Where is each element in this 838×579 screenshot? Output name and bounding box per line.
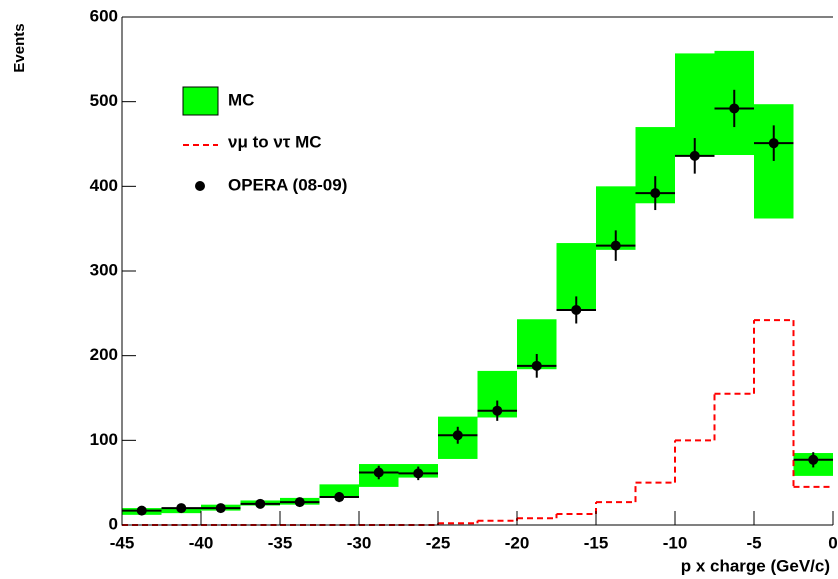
data-point <box>176 503 187 514</box>
data-point <box>215 503 226 514</box>
x-tick-label: -15 <box>584 533 609 552</box>
legend-swatch <box>182 86 219 116</box>
data-point <box>294 497 305 508</box>
x-tick-label: -35 <box>268 533 293 552</box>
data-point <box>136 505 147 516</box>
x-tick-label: -5 <box>746 533 761 552</box>
y-tick-label: 0 <box>109 514 118 533</box>
data-point <box>531 360 542 371</box>
y-tick-label: 400 <box>90 176 118 195</box>
x-tick-label: 0 <box>828 533 837 552</box>
x-tick-label: -20 <box>505 533 530 552</box>
legend-label: MC <box>228 90 254 109</box>
data-point <box>729 103 740 114</box>
y-tick-label: 200 <box>90 345 118 364</box>
data-point <box>452 430 463 441</box>
x-tick-label: -45 <box>110 533 135 552</box>
legend-swatch <box>195 181 205 191</box>
y-tick-label: 600 <box>90 6 118 25</box>
data-point <box>373 467 384 478</box>
data-point <box>492 405 503 416</box>
x-tick-label: -40 <box>189 533 214 552</box>
y-tick-label: 300 <box>90 260 118 279</box>
data-point <box>768 138 779 149</box>
y-tick-label: 500 <box>90 91 118 110</box>
x-axis-label: p x charge (GeV/c) <box>681 556 830 575</box>
data-point <box>255 498 266 509</box>
mc-band <box>754 104 794 219</box>
data-point <box>689 150 700 161</box>
data-point <box>610 240 621 251</box>
x-tick-label: -30 <box>347 533 372 552</box>
x-tick-label: -25 <box>426 533 451 552</box>
legend-label: νμ to ντ MC <box>228 132 322 151</box>
data-point <box>413 468 424 479</box>
data-point <box>571 304 582 315</box>
mc-band <box>319 484 359 498</box>
legend-label: OPERA (08-09) <box>228 175 347 194</box>
y-tick-label: 100 <box>90 430 118 449</box>
data-point <box>650 188 661 199</box>
data-point <box>334 492 345 503</box>
y-axis-label: Events <box>11 23 28 72</box>
data-point <box>808 454 819 465</box>
x-tick-label: -10 <box>663 533 688 552</box>
